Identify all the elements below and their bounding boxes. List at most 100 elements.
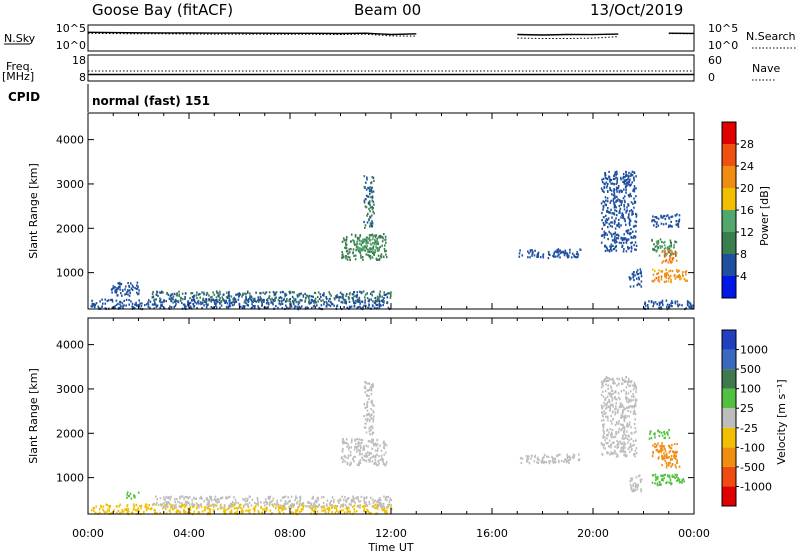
colorbar-tick-label: -500 (740, 461, 765, 474)
data-cell (635, 248, 637, 251)
data-cell (242, 293, 244, 296)
data-cell (628, 195, 631, 198)
data-cell (384, 244, 386, 247)
data-cell (278, 504, 280, 507)
data-cell (655, 225, 658, 228)
data-cell (633, 395, 635, 398)
data-cell (601, 219, 603, 222)
data-cell (606, 177, 609, 180)
data-cell (650, 301, 653, 304)
data-cell (621, 239, 624, 242)
data-cell (141, 302, 143, 305)
data-cell (363, 249, 366, 252)
data-cell (359, 234, 362, 237)
data-cell (627, 380, 629, 383)
data-cell (365, 238, 368, 241)
data-cell (357, 498, 360, 501)
colorbar-segment (722, 254, 736, 276)
data-cell (363, 459, 366, 462)
data-cell (374, 456, 377, 459)
data-cell (673, 454, 675, 457)
data-cell (189, 307, 191, 310)
data-cell (254, 304, 256, 308)
data-cell (240, 506, 242, 509)
data-cell (602, 206, 605, 209)
data-cell (149, 300, 152, 303)
data-cell (353, 508, 355, 511)
data-cell (279, 296, 282, 299)
data-cell (678, 269, 680, 272)
data-cell (177, 500, 179, 503)
data-cell (133, 494, 135, 497)
data-cell (607, 238, 609, 241)
data-cell (661, 464, 663, 467)
data-cell (629, 410, 632, 413)
data-cell (241, 306, 244, 309)
data-cell (209, 511, 211, 514)
data-cell (664, 273, 666, 276)
data-cell (533, 460, 536, 463)
data-cell (266, 506, 268, 509)
data-cell (386, 301, 389, 304)
data-cell (608, 222, 611, 225)
data-cell (622, 379, 624, 382)
data-cell (312, 505, 314, 508)
data-cell (363, 386, 366, 389)
data-cell (247, 300, 250, 304)
data-cell (93, 507, 96, 510)
data-cell (294, 511, 297, 514)
data-cell (609, 392, 611, 395)
data-cell (606, 197, 609, 200)
data-cell (176, 294, 178, 297)
data-cell (675, 259, 678, 262)
data-cell (257, 501, 259, 504)
data-cell (127, 509, 129, 512)
data-cell (122, 510, 125, 513)
data-cell (607, 207, 609, 210)
data-cell (665, 215, 668, 218)
data-cell (228, 506, 230, 509)
data-cell (268, 291, 271, 294)
data-cell (257, 510, 259, 513)
data-cell (246, 502, 248, 506)
data-cell (608, 400, 611, 404)
data-cell (368, 382, 371, 385)
data-cell (196, 302, 198, 305)
data-cell (661, 447, 663, 450)
data-cell (613, 202, 616, 205)
data-cell (637, 475, 640, 478)
data-cell (355, 249, 357, 252)
data-cell (670, 241, 672, 245)
data-cell (319, 293, 321, 296)
data-cell (172, 298, 174, 301)
data-cell (298, 510, 301, 514)
data-cell (372, 242, 374, 245)
data-cell (363, 201, 366, 204)
data-cell (119, 300, 121, 303)
data-cell (376, 258, 379, 261)
data-cell (169, 498, 171, 501)
data-cell (635, 187, 637, 190)
data-cell (662, 479, 664, 482)
data-cell (310, 301, 312, 304)
data-cell (603, 233, 606, 236)
data-cell (606, 221, 608, 224)
data-cell (283, 496, 286, 499)
data-cell (385, 241, 387, 244)
data-cell (612, 441, 615, 444)
data-cell (626, 422, 629, 425)
data-cell (372, 411, 375, 414)
data-cell (219, 297, 221, 300)
data-cell (380, 499, 382, 502)
data-cell (264, 292, 266, 295)
data-cell (269, 298, 272, 301)
data-cell (102, 508, 104, 511)
data-cell (297, 295, 299, 298)
data-cell (371, 214, 373, 217)
data-cell (154, 301, 156, 304)
data-cell (604, 249, 607, 252)
data-cell (176, 511, 179, 514)
data-cell (354, 438, 356, 441)
x-tick-label: 00:00 (678, 527, 710, 540)
data-cell (127, 495, 130, 498)
